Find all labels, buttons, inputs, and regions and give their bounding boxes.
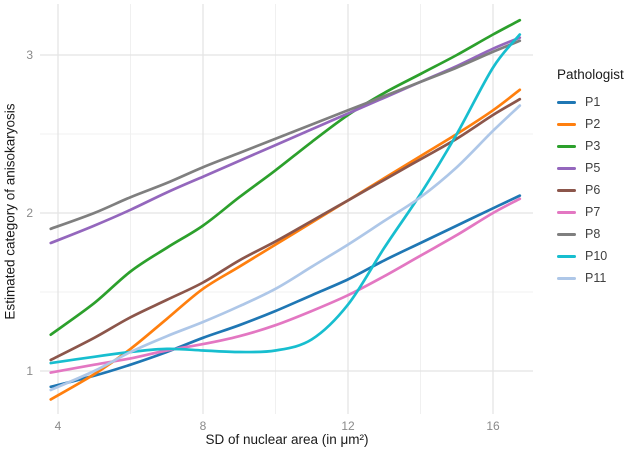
legend-line-swatch xyxy=(557,254,576,258)
series-line-P3 xyxy=(49,18,522,337)
x-tick-label: 8 xyxy=(199,419,207,433)
legend-item-P6: P6 xyxy=(557,179,639,201)
legend-line-swatch xyxy=(557,166,576,170)
legend-label: P2 xyxy=(585,117,601,131)
legend-item-P8: P8 xyxy=(557,223,639,245)
y-tick-label: 2 xyxy=(26,206,33,220)
legend-item-P7: P7 xyxy=(557,201,639,223)
series-line-P5 xyxy=(49,36,522,245)
legend-label: P8 xyxy=(585,227,601,241)
legend-line-swatch xyxy=(557,100,576,104)
legend-item-P10: P10 xyxy=(557,245,639,267)
series-line-P11 xyxy=(49,104,522,392)
legend-item-P2: P2 xyxy=(557,113,639,135)
series-line-P8 xyxy=(49,39,522,231)
legend-label: P5 xyxy=(585,161,601,175)
y-tick-label: 1 xyxy=(26,364,33,378)
series-line-P7 xyxy=(49,197,522,374)
legend-item-P11: P11 xyxy=(557,267,639,289)
series-line-P2 xyxy=(49,88,522,401)
legend-line-swatch xyxy=(557,232,576,236)
legend-line-swatch xyxy=(557,276,576,280)
legend-label: P11 xyxy=(585,271,607,285)
legend-line-swatch xyxy=(557,144,576,148)
legend-item-P3: P3 xyxy=(557,135,639,157)
legend: Pathologist P1 P2 P3 P5 P6 P7 P8 P10 P11 xyxy=(557,66,639,289)
legend-item-P5: P5 xyxy=(557,157,639,179)
x-axis-title: SD of nuclear area (in μm²) xyxy=(205,432,369,447)
x-tick-label: 16 xyxy=(486,419,500,433)
x-tick-label: 4 xyxy=(54,419,62,433)
legend-line-swatch xyxy=(557,188,576,192)
legend-line-swatch xyxy=(557,122,576,126)
legend-label: P7 xyxy=(585,205,601,219)
legend-label: P3 xyxy=(585,139,601,153)
legend-items: P1 P2 P3 P5 P6 P7 P8 P10 P11 xyxy=(557,91,639,289)
legend-title: Pathologist xyxy=(557,67,624,82)
legend-label: P6 xyxy=(585,183,601,197)
y-tick-label: 3 xyxy=(26,48,33,62)
legend-item-P1: P1 xyxy=(557,91,639,113)
series-line-P10 xyxy=(49,33,522,365)
legend-label: P1 xyxy=(585,95,601,109)
legend-line-swatch xyxy=(557,210,576,214)
legend-label: P10 xyxy=(585,249,608,263)
series-line-P1 xyxy=(49,194,522,389)
x-tick-label: 12 xyxy=(341,419,355,433)
